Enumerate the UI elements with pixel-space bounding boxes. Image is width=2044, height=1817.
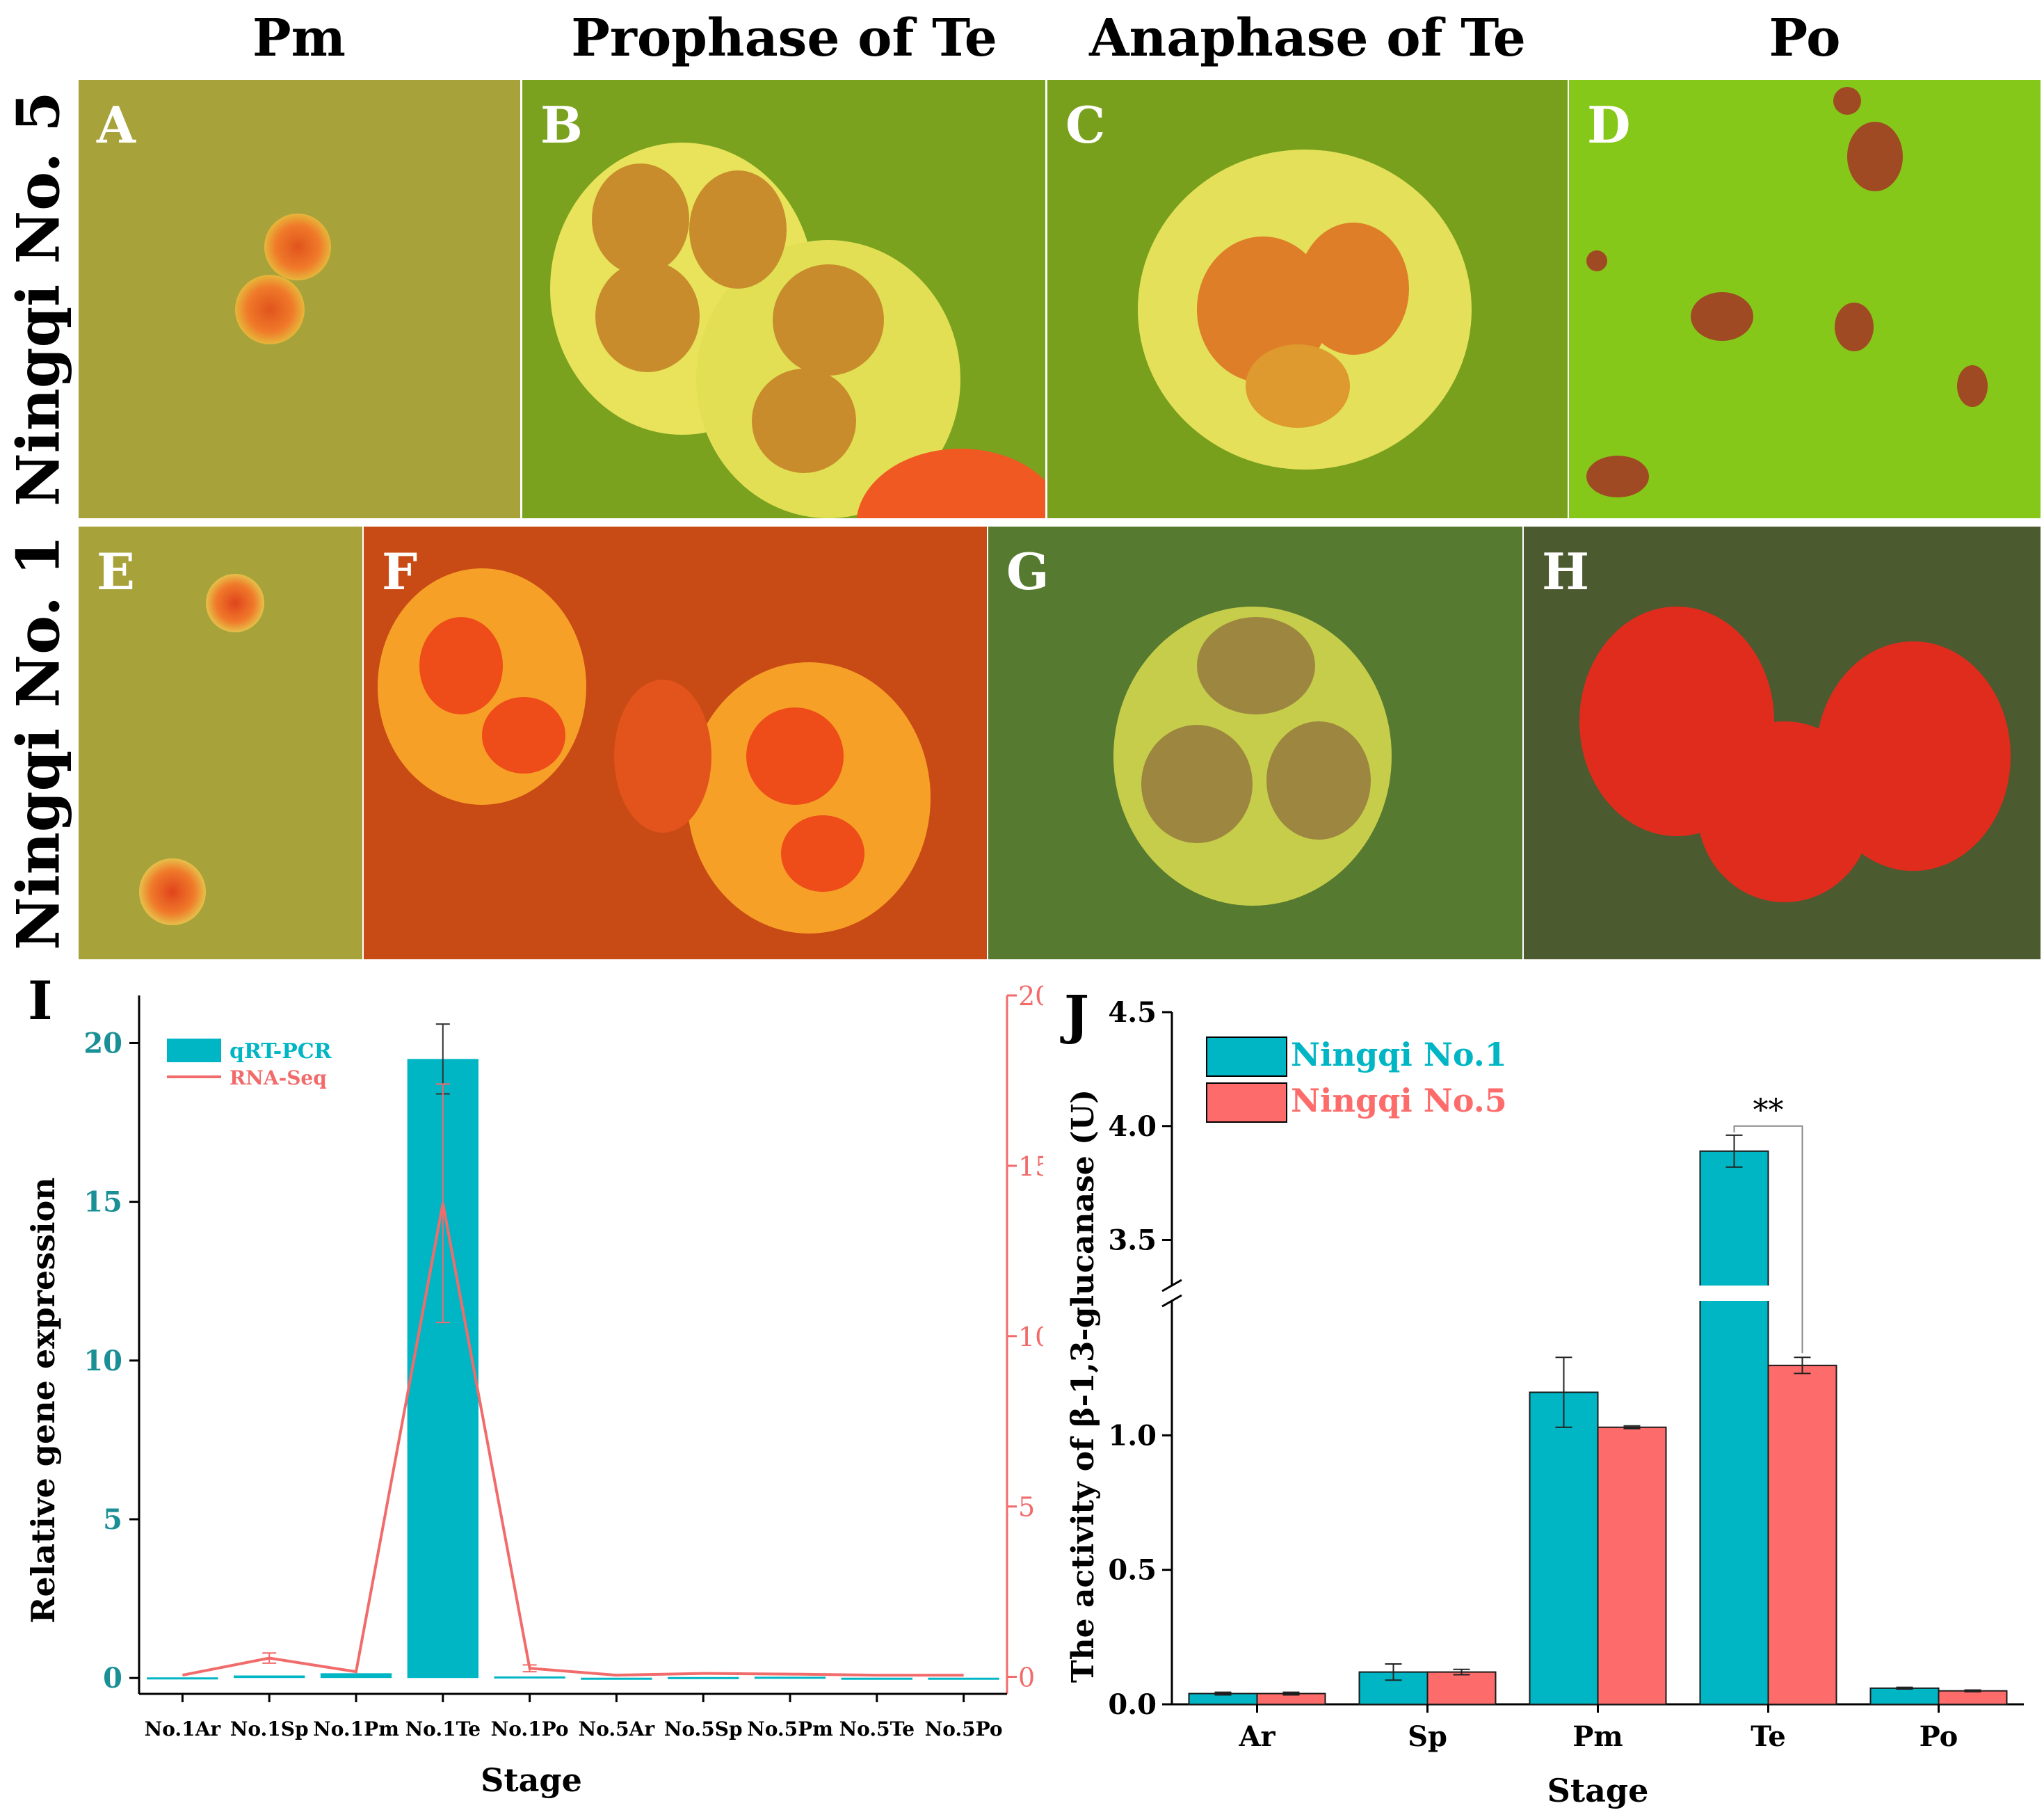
y2-tick-label: 10 [1018,1322,1043,1352]
panel-label-j: J [1060,984,1089,1046]
y-tick-label: 20 [83,1027,122,1059]
y-tick-label: 5 [103,1503,122,1536]
panel-label-e: E [97,542,135,601]
micrograph-panel-g: G [988,527,1522,959]
legend-label-ningqi-1: Ningqi No.1 [1291,1036,1507,1073]
micrograph-panel-e: E [79,527,362,959]
x-tick-label: No.5Sp [664,1718,743,1740]
micrograph-panel-c: C [1047,80,1568,518]
bar-qrt-pcr [320,1673,392,1679]
row-header-ningqi-1: Ningqi No. 1 [3,535,73,950]
legend-swatch-ningqi-1 [1206,1036,1287,1077]
bar-qrt-pcr [234,1675,305,1679]
micrograph-e-image [79,527,362,959]
y-axis-label: The activity of β-1,3-glucanase (U) [1065,1089,1101,1683]
chart-j: J 0.0 0.5 1.0 3.5 4.0 4.5 ** Ar Sp Pm Te Po Stage The … [1060,984,2024,1809]
y-tick-label: 4.0 [1108,1110,1157,1143]
y-tick-label: 4.5 [1108,996,1157,1029]
panel-label-d: D [1587,95,1631,154]
bar-ningqi-5 [1767,1364,1837,1705]
significance-bracket [1733,1125,1803,1354]
micrograph-panel-d: D [1569,80,2041,518]
micrograph-panel-a: A [79,80,520,518]
bar-qrt-pcr [668,1676,739,1679]
bar-ningqi-1 [1869,1687,1940,1706]
column-header-prophase-te: Prophase of Te [571,8,997,68]
panel-label-h: H [1542,542,1590,601]
x-tick-label: No.1Sp [230,1718,309,1740]
y2-tick-label: 0 [1018,1663,1035,1693]
x-tick-label: Te [1751,1720,1786,1753]
bar-ningqi-1 [1699,1150,1769,1705]
y-tick-label: 3.5 [1108,1224,1157,1257]
panel-label-g: G [1006,542,1049,601]
y2-tick-label: 20 [1018,981,1043,1011]
x-tick-label: No.1Po [491,1718,569,1740]
significance-label: ** [1753,1093,1784,1128]
legend-swatch-ningqi-5 [1206,1082,1287,1123]
y-tick-label: 0 [103,1662,122,1695]
bar-ningqi-5 [1426,1671,1497,1705]
x-tick-label: No.5Ar [579,1718,656,1740]
axis-break-mark [1161,1279,1182,1292]
micrograph-d-image [1569,80,2041,518]
y2-tick-label: 5 [1018,1492,1035,1523]
bar-ningqi-5 [1597,1426,1667,1705]
column-header-po: Po [1769,8,1841,68]
bar-qrt-pcr [928,1677,999,1680]
panel-label-f: F [382,542,418,601]
legend-label-rna-seq: RNA-Seq [230,1066,327,1089]
micrograph-panel-b: B [522,80,1045,518]
micrograph-panel-f: F [364,527,987,959]
x-tick-label: No.5Po [925,1718,1003,1740]
micrograph-panel-h: H [1524,527,2041,959]
micrograph-b-image [522,80,1045,518]
x-tick-label: No.1Ar [145,1718,222,1740]
y-tick-label: 10 [83,1345,122,1377]
column-header-anaphase-te: Anaphase of Te [1089,8,1526,68]
legend-swatch-qrt-pcr [167,1039,221,1062]
x-tick-label: No.5Pm [747,1718,833,1740]
bar-ningqi-5 [1938,1690,2008,1705]
x-tick-label: No.1Te [405,1718,481,1740]
x-tick-label: Ar [1238,1720,1276,1753]
panel-label-i: I [28,970,53,1032]
bar-break-gap [1697,1286,1771,1301]
x-tick-label: Pm [1572,1720,1623,1753]
legend-label-qrt-pcr: qRT-PCR [230,1039,332,1064]
panel-label-b: B [540,95,583,154]
micrograph-f-image [364,527,987,959]
bar-qrt-pcr [147,1677,218,1680]
y-tick-label: 1.0 [1108,1419,1157,1452]
column-header-pm: Pm [252,8,346,68]
y-tick-label: 0.0 [1108,1688,1157,1721]
x-tick-label: Po [1920,1720,1958,1753]
micrograph-h-image [1524,527,2041,959]
bar-qrt-pcr [841,1677,912,1680]
bar-qrt-pcr [494,1676,565,1679]
x-tick-label: Sp [1408,1720,1447,1753]
micrograph-c-image [1047,80,1568,518]
panel-label-a: A [97,95,136,154]
y-tick-label: 0.5 [1108,1554,1157,1587]
y2-tick-label: 15 [1018,1151,1043,1182]
micrograph-a-image [79,80,520,518]
y-axis-label: Relative gene expression [24,1177,62,1623]
y-tick-label: 15 [83,1186,122,1219]
legend-label-ningqi-5: Ningqi No.5 [1291,1082,1507,1119]
micrograph-g-image [988,527,1522,959]
bar-qrt-pcr [581,1677,652,1680]
panel-label-c: C [1065,95,1106,154]
x-axis-label: Stage [1547,1772,1649,1809]
axis-break-mark [1161,1294,1182,1308]
x-tick-label: No.1Pm [313,1718,399,1740]
bar-qrt-pcr [754,1676,826,1679]
bar-ningqi-1 [1529,1391,1599,1705]
x-tick-label: No.5Te [839,1718,915,1740]
x-axis-label: Stage [481,1761,582,1799]
line-rna-seq [182,1203,964,1677]
row-header-ningqi-5: Ningqi No. 5 [3,91,73,507]
